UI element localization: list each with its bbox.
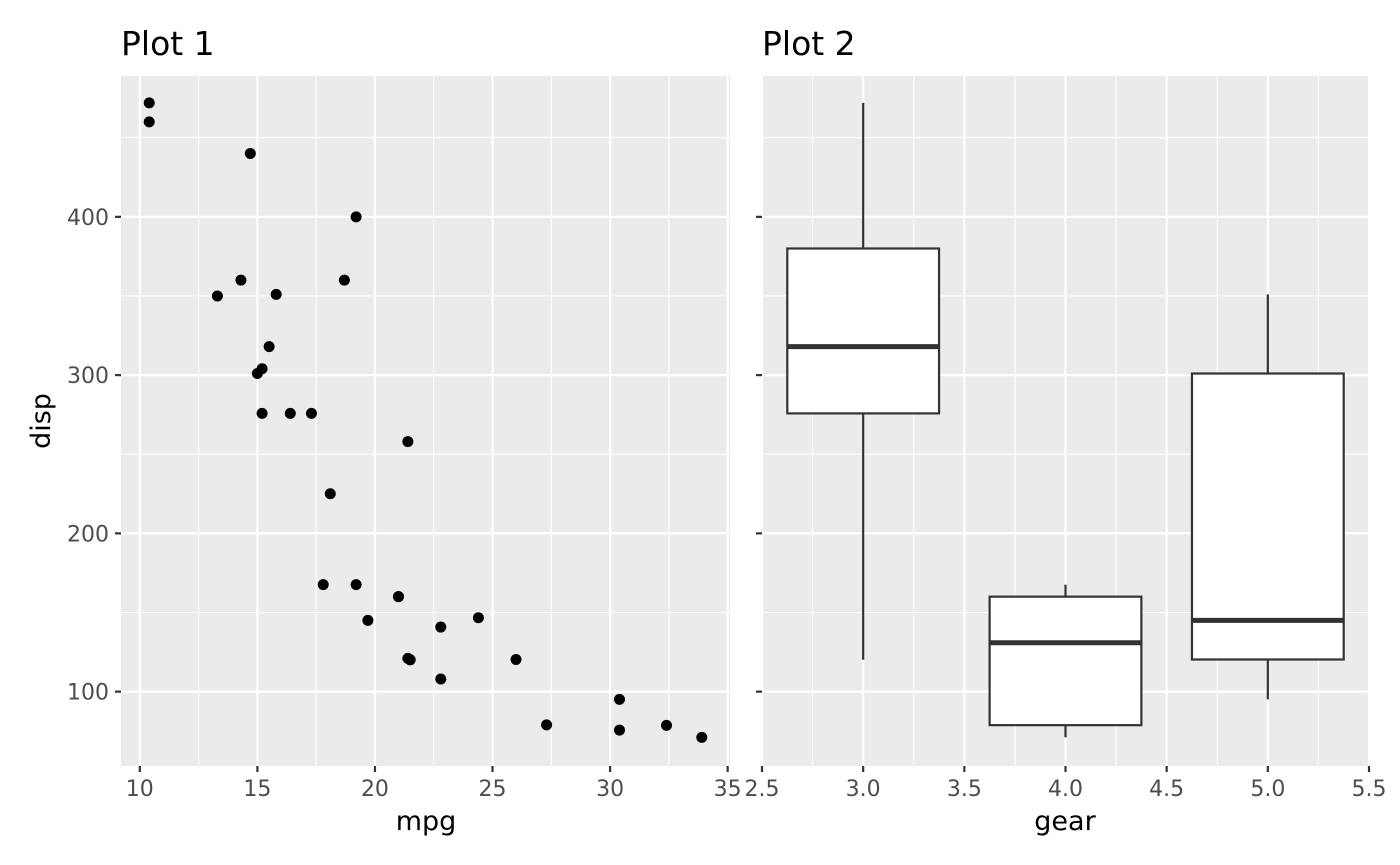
plot-1-point: [235, 274, 247, 286]
plot-1-point: [435, 673, 447, 685]
plot-1-x-tick-label: 35: [714, 777, 742, 802]
plot-1-point: [143, 97, 155, 109]
plot-1-y-tick-label: 400: [67, 206, 109, 231]
plot-1-y-tick-label: 200: [67, 522, 109, 547]
plot-1-point: [402, 436, 414, 448]
plot-2-x-tick-label: 5.0: [1250, 777, 1285, 802]
plot-2-boxes: [786, 102, 1345, 738]
plot-1-point: [317, 579, 329, 591]
plot-1-y-axis-title: disp: [26, 393, 57, 449]
plot-1-point: [251, 368, 263, 380]
plot-1-point: [270, 288, 282, 300]
plot-2-x-axis-title: gear: [1034, 806, 1096, 837]
plot-2-x-tick-label: 3.5: [947, 777, 982, 802]
plot-2-x-tick-label: 4.5: [1149, 777, 1184, 802]
plot-1-minor-grid: [121, 76, 730, 766]
plot-1-x-tick-label: 25: [479, 777, 507, 802]
plot-1-point: [472, 612, 484, 624]
plot-1-title: Plot 1: [121, 24, 215, 63]
plot-1-scatter: Plot 1 10 15 20 25 30 35 100 200 300 400 mpg disp: [26, 24, 742, 837]
plot-2-box-gear-5: [1190, 294, 1345, 700]
plot-2-boxplot: Plot 2 2.5 3.0 3.5 4.0 4.5 5.0 5.5 gear: [745, 24, 1387, 837]
plot-2-box: [988, 595, 1143, 727]
plot-1-point: [613, 724, 625, 736]
plot-1-major-grid: [121, 76, 730, 766]
plot-1-point: [324, 488, 336, 500]
plot-1-point: [263, 341, 275, 353]
plot-1-point: [510, 653, 522, 665]
plot-2-box-gear-4: [988, 584, 1143, 738]
plot-1-point: [696, 731, 708, 743]
plot-2-box: [1190, 372, 1345, 661]
plot-1-y-tick-label: 100: [67, 681, 109, 706]
plot-1-point: [661, 719, 673, 731]
plot-1-point: [541, 719, 553, 731]
plot-1-point: [256, 407, 268, 419]
plot-1-point: [211, 290, 223, 302]
plot-2-title: Plot 2: [762, 24, 856, 63]
plot-2-box-gear-3: [786, 102, 941, 660]
plot-1-x-tick-label: 10: [126, 777, 154, 802]
plot-1-ticks: 10 15 20 25 30 35 100 200 300 400: [67, 206, 742, 802]
plot-2-x-tick-label: 3.0: [846, 777, 881, 802]
plot-1-point: [350, 211, 362, 223]
plot-2-x-tick-label: 5.5: [1352, 777, 1387, 802]
plot-1-point: [362, 614, 374, 626]
plot-1-point: [402, 652, 414, 664]
plot-2-x-tick-label: 4.0: [1048, 777, 1083, 802]
plot-1-panel: [121, 76, 730, 766]
plot-1-x-tick-label: 30: [596, 777, 624, 802]
plot-1-points: [143, 97, 708, 743]
plot-1-y-tick-label: 300: [67, 364, 109, 389]
plot-1-point: [284, 407, 296, 419]
plot-1-point: [244, 148, 256, 160]
plot-1-point: [305, 407, 317, 419]
plot-2-box: [786, 247, 941, 415]
plot-1-point: [350, 579, 362, 591]
plot-1-x-axis-title: mpg: [396, 806, 457, 837]
plot-1-point: [338, 274, 350, 286]
plot-2-ticks: 2.5 3.0 3.5 4.0 4.5 5.0 5.5: [745, 215, 1387, 802]
plot-1-point: [392, 591, 404, 603]
plot-1-point: [143, 116, 155, 128]
plot-2-x-tick-label: 2.5: [745, 777, 780, 802]
plot-1-point: [435, 621, 447, 633]
plot-1-x-tick-label: 20: [361, 777, 389, 802]
plot-1-point: [613, 693, 625, 705]
plot-1-x-tick-label: 15: [243, 777, 271, 802]
